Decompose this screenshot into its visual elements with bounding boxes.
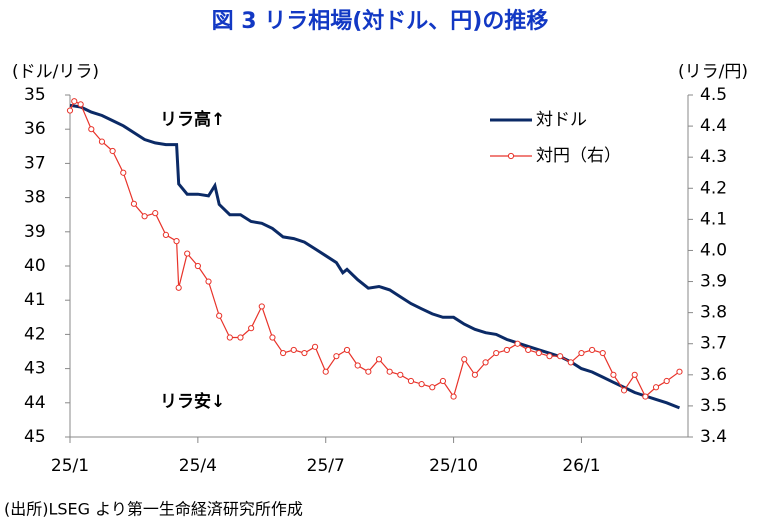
data-point (471, 371, 478, 378)
data-point (557, 353, 564, 360)
y2-tick-label: 3.4 (700, 427, 727, 447)
y2-tick-label: 4.5 (700, 85, 727, 105)
data-point (301, 349, 308, 357)
data-point (589, 346, 596, 354)
legend-label: 対円（右） (536, 146, 621, 166)
data-point (98, 138, 106, 145)
data-point (173, 238, 180, 245)
data-point (280, 349, 287, 357)
y2-axis-label: (リラ/円) (678, 62, 748, 82)
y2-tick-label: 3.8 (700, 303, 727, 323)
data-point (631, 371, 638, 378)
y2-tick-label: 3.9 (700, 272, 727, 292)
annotation: リラ高↑ (160, 109, 225, 130)
data-point (194, 262, 201, 270)
data-point (493, 349, 500, 357)
data-point (237, 334, 244, 341)
y-tick-label: 40 (24, 256, 46, 276)
y2-tick-label: 4.1 (700, 209, 727, 229)
x-tick-label: 25/1 (51, 456, 89, 476)
data-point (175, 284, 182, 291)
data-point (620, 387, 628, 394)
y-tick-label: 45 (24, 427, 46, 447)
y-tick-label: 43 (24, 359, 46, 379)
data-point (503, 346, 510, 354)
y2-tick-label: 3.6 (700, 365, 727, 385)
data-point (439, 377, 447, 385)
data-point (109, 147, 116, 155)
y-axis-label: (ドル/リラ) (12, 62, 99, 82)
data-point (311, 343, 319, 350)
y-tick-label: 42 (24, 324, 46, 344)
data-point (152, 210, 159, 217)
y2-tick-label: 4.3 (700, 147, 727, 167)
data-point (354, 362, 361, 369)
data-point (599, 349, 606, 357)
data-point (525, 346, 532, 354)
data-point (663, 377, 670, 385)
data-point (205, 278, 212, 285)
data-point (248, 325, 255, 332)
data-point (365, 368, 372, 375)
data-point (514, 340, 521, 347)
y2-tick-label: 4.2 (700, 178, 727, 198)
legend-marker (507, 152, 515, 160)
data-point (88, 126, 95, 133)
data-point (184, 250, 191, 257)
data-point (397, 371, 404, 378)
x-tick-label: 25/4 (179, 456, 217, 476)
data-point (610, 371, 617, 378)
y2-tick-label: 4.4 (700, 116, 727, 136)
data-point (676, 368, 683, 375)
data-point (290, 346, 297, 354)
data-point (77, 101, 84, 108)
y-tick-label: 39 (24, 222, 46, 242)
data-point (652, 384, 660, 391)
source-note: (出所)LSEG より第一生命経済研究所作成 (4, 500, 303, 519)
y-tick-label: 36 (24, 119, 46, 139)
annotation: リラ安↓ (160, 391, 225, 412)
data-point (386, 368, 393, 375)
data-point (333, 353, 340, 360)
x-tick-label: 25/7 (307, 456, 345, 476)
data-point (216, 312, 223, 319)
data-point (429, 384, 436, 391)
data-point (407, 377, 415, 385)
data-point (418, 381, 425, 388)
chart-title: 図 3 リラ相場(対ドル、円)の推移 (212, 8, 549, 34)
data-point (258, 303, 265, 310)
y-tick-label: 41 (24, 290, 46, 310)
data-point (578, 349, 585, 357)
data-point (375, 356, 383, 363)
data-point (482, 359, 489, 366)
data-point (567, 359, 574, 366)
legend-label: 対ドル (536, 110, 587, 130)
data-point (269, 334, 276, 341)
data-point (130, 200, 138, 207)
y-tick-label: 44 (24, 393, 46, 413)
data-point (120, 169, 127, 176)
y2-tick-label: 4.0 (700, 240, 727, 260)
data-point (322, 368, 329, 375)
y-tick-label: 37 (24, 153, 46, 173)
y-tick-label: 35 (24, 85, 46, 105)
data-point (66, 107, 74, 114)
x-tick-label: 25/10 (429, 456, 478, 476)
data-point (162, 231, 169, 239)
data-point (226, 334, 233, 341)
x-tick-label: 26/1 (562, 456, 600, 476)
data-point (450, 393, 457, 400)
data-point (642, 393, 649, 400)
data-point (461, 356, 468, 363)
y2-tick-label: 3.5 (700, 396, 727, 416)
data-point (546, 353, 553, 360)
y-tick-label: 38 (24, 188, 46, 208)
data-point (71, 98, 78, 105)
data-point (343, 346, 351, 354)
data-point (141, 213, 148, 220)
y2-tick-label: 3.7 (700, 334, 727, 354)
data-point (535, 349, 542, 357)
